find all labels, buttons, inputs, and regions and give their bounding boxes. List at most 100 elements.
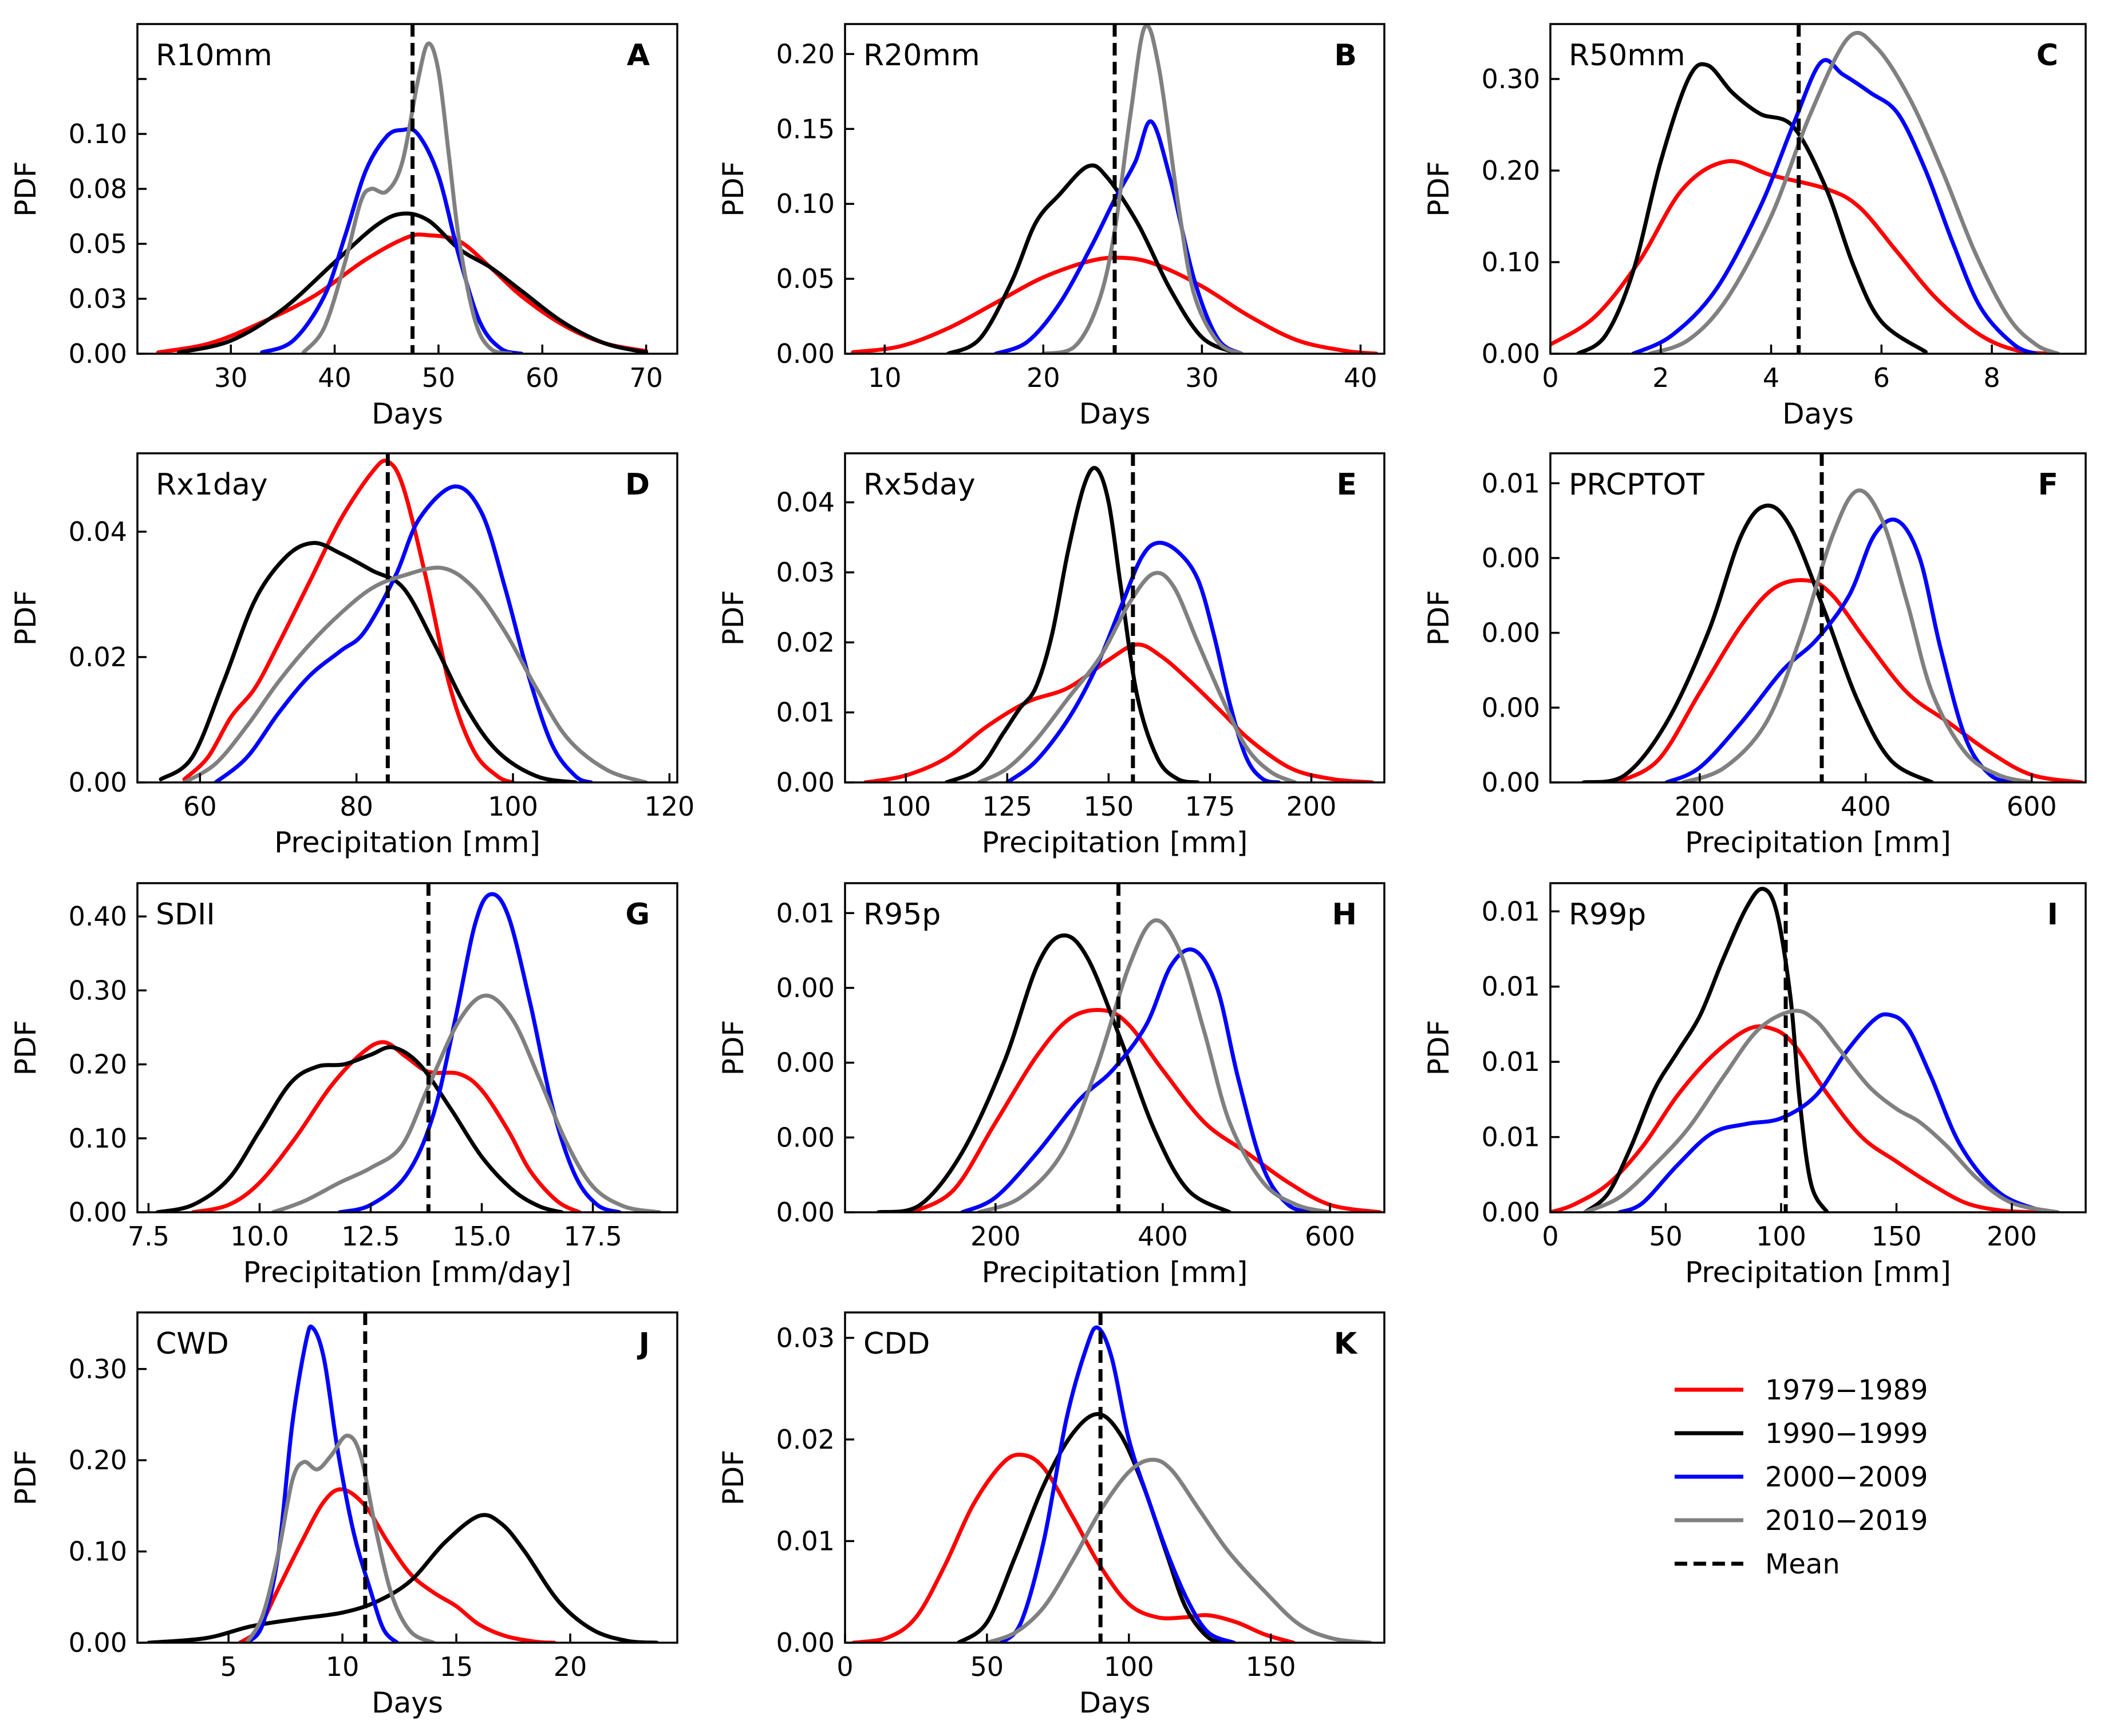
y-tick-label: 0.00 bbox=[1482, 543, 1540, 574]
series-line-1 bbox=[910, 1007, 1383, 1212]
panel-title: R95p bbox=[863, 897, 941, 932]
x-tick-label: 5 bbox=[220, 1651, 237, 1682]
y-tick-label: 0.01 bbox=[1482, 1122, 1540, 1153]
y-tick-label: 0.00 bbox=[776, 767, 835, 798]
y-tick-label: 0.01 bbox=[1482, 896, 1540, 927]
series-line-3 bbox=[993, 119, 1244, 354]
x-tick-label: 400 bbox=[1138, 1221, 1188, 1252]
legend-item: 2010−2019 bbox=[1675, 1505, 1928, 1537]
panel-letter: G bbox=[625, 897, 650, 932]
legend-item: 2000−2009 bbox=[1675, 1461, 1928, 1493]
x-tick-label: 0 bbox=[1542, 1221, 1558, 1252]
series-line-2 bbox=[946, 163, 1236, 354]
y-axis-label: PDF bbox=[1422, 1020, 1455, 1075]
x-tick-label: 125 bbox=[982, 791, 1032, 822]
panel-A: 30 40 50 60 70 0.00 0.03 0.05 0.08 0.10 Days PDF R10… bbox=[9, 23, 678, 430]
panels: 30 40 50 60 700.000.030.050.080.10DaysPDFR10… bbox=[9, 23, 2087, 1719]
series-line-1 bbox=[1550, 159, 2060, 354]
y-tick-label: 0.20 bbox=[776, 38, 835, 69]
curves bbox=[159, 458, 648, 782]
y-tick-label: 0.01 bbox=[776, 1525, 835, 1556]
axes-frame bbox=[844, 1311, 1385, 1644]
y-tick-label: 0.00 bbox=[1482, 1197, 1540, 1228]
legend-label: 1979−1989 bbox=[1765, 1374, 1928, 1406]
axes-frame bbox=[844, 882, 1385, 1213]
x-tick-label: 120 bbox=[644, 791, 694, 822]
x-tick-label: 50 bbox=[1649, 1221, 1683, 1252]
panel-D: 60 80 100 120 0.00 0.02 0.04 Precipitation [mm]… bbox=[9, 452, 694, 859]
y-tick-label: 0.04 bbox=[69, 516, 127, 547]
x-axis-label: Days bbox=[372, 397, 443, 430]
panel-title: Rx5day bbox=[863, 468, 976, 502]
panel-I: 0 50 100 150 200 0.00 0.01 0.01 0.01 0.01 Precipit… bbox=[1422, 882, 2087, 1289]
panel-title: Rx1day bbox=[156, 468, 268, 502]
y-tick-label: 0.02 bbox=[776, 627, 835, 658]
panel-letter: J bbox=[637, 1327, 650, 1361]
panel-title: R50mm bbox=[1569, 38, 1685, 73]
curves bbox=[147, 1324, 659, 1643]
x-axis-label: Precipitation [mm] bbox=[1685, 1256, 1951, 1289]
series-line-4 bbox=[1648, 30, 2060, 354]
curves bbox=[863, 466, 1375, 782]
y-tick-label: 0.10 bbox=[776, 188, 835, 219]
x-tick-label: 15.0 bbox=[452, 1221, 511, 1252]
x-tick-label: 10 bbox=[326, 1651, 360, 1682]
y-tick-label: 0.05 bbox=[69, 228, 127, 259]
series-line-3 bbox=[1617, 1012, 2048, 1212]
y-tick-label: 0.00 bbox=[776, 1047, 835, 1078]
axes-frame bbox=[136, 1311, 678, 1644]
x-tick-label: 150 bbox=[1083, 791, 1134, 822]
x-tick-label: 200 bbox=[1987, 1221, 2037, 1252]
x-axis-label: Precipitation [mm] bbox=[982, 1256, 1248, 1289]
x-tick-label: 7.5 bbox=[128, 1221, 169, 1252]
x-tick-label: 70 bbox=[629, 362, 663, 393]
panel-letter: C bbox=[2036, 38, 2058, 73]
x-tick-label: 60 bbox=[183, 791, 217, 822]
y-tick-label: 0.04 bbox=[776, 487, 835, 518]
y-axis-label: PDF bbox=[9, 1020, 42, 1075]
curves bbox=[851, 24, 1379, 354]
y-tick-label: 0.00 bbox=[69, 1627, 127, 1658]
y-axis-label: PDF bbox=[717, 1450, 750, 1505]
axes-frame bbox=[136, 452, 678, 784]
series-line-3 bbox=[1631, 58, 2038, 354]
panel-letter: I bbox=[2047, 897, 2058, 932]
x-tick-label: 100 bbox=[488, 791, 538, 822]
series-line-2 bbox=[159, 541, 578, 782]
legend-label: Mean bbox=[1765, 1548, 1840, 1580]
y-tick-label: 0.40 bbox=[69, 901, 127, 932]
series-line-3 bbox=[999, 1325, 1236, 1643]
panel-letter: A bbox=[627, 38, 650, 73]
series-line-4 bbox=[1041, 24, 1244, 354]
x-tick-label: 30 bbox=[214, 362, 248, 393]
curves bbox=[156, 41, 649, 354]
x-axis-label: Days bbox=[372, 1686, 443, 1719]
series-line-4 bbox=[1681, 488, 2034, 782]
panel-title: R99p bbox=[1569, 897, 1646, 932]
series-line-1 bbox=[156, 232, 649, 354]
y-tick-label: 0.30 bbox=[1482, 64, 1540, 94]
curves bbox=[155, 892, 662, 1212]
series-line-3 bbox=[960, 947, 1316, 1212]
x-tick-label: 200 bbox=[1675, 791, 1725, 822]
y-tick-label: 0.20 bbox=[69, 1445, 127, 1476]
y-tick-label: 0.03 bbox=[776, 1322, 835, 1353]
y-tick-label: 0.00 bbox=[776, 972, 835, 1003]
y-tick-label: 0.10 bbox=[69, 1123, 127, 1154]
y-tick-label: 0.03 bbox=[69, 283, 127, 314]
y-tick-label: 0.01 bbox=[1482, 1046, 1540, 1077]
series-line-3 bbox=[214, 484, 594, 782]
x-tick-label: 80 bbox=[340, 791, 373, 822]
legend-label: 1990−1999 bbox=[1765, 1418, 1928, 1450]
y-tick-label: 0.30 bbox=[69, 975, 127, 1006]
axes-frame bbox=[136, 23, 678, 355]
series-line-2 bbox=[956, 1412, 1230, 1643]
x-axis-label: Precipitation [mm] bbox=[274, 826, 540, 859]
x-tick-label: 20 bbox=[1027, 362, 1060, 393]
x-tick-label: 100 bbox=[1756, 1221, 1806, 1252]
y-tick-label: 0.00 bbox=[776, 1197, 835, 1228]
x-tick-label: 10 bbox=[868, 362, 902, 393]
y-axis-label: PDF bbox=[717, 590, 750, 646]
x-axis-label: Precipitation [mm/day] bbox=[243, 1256, 572, 1289]
panel-J: 5 10 15 20 0.00 0.10 0.20 0.30 Days PDF CWD J bbox=[9, 1311, 678, 1719]
